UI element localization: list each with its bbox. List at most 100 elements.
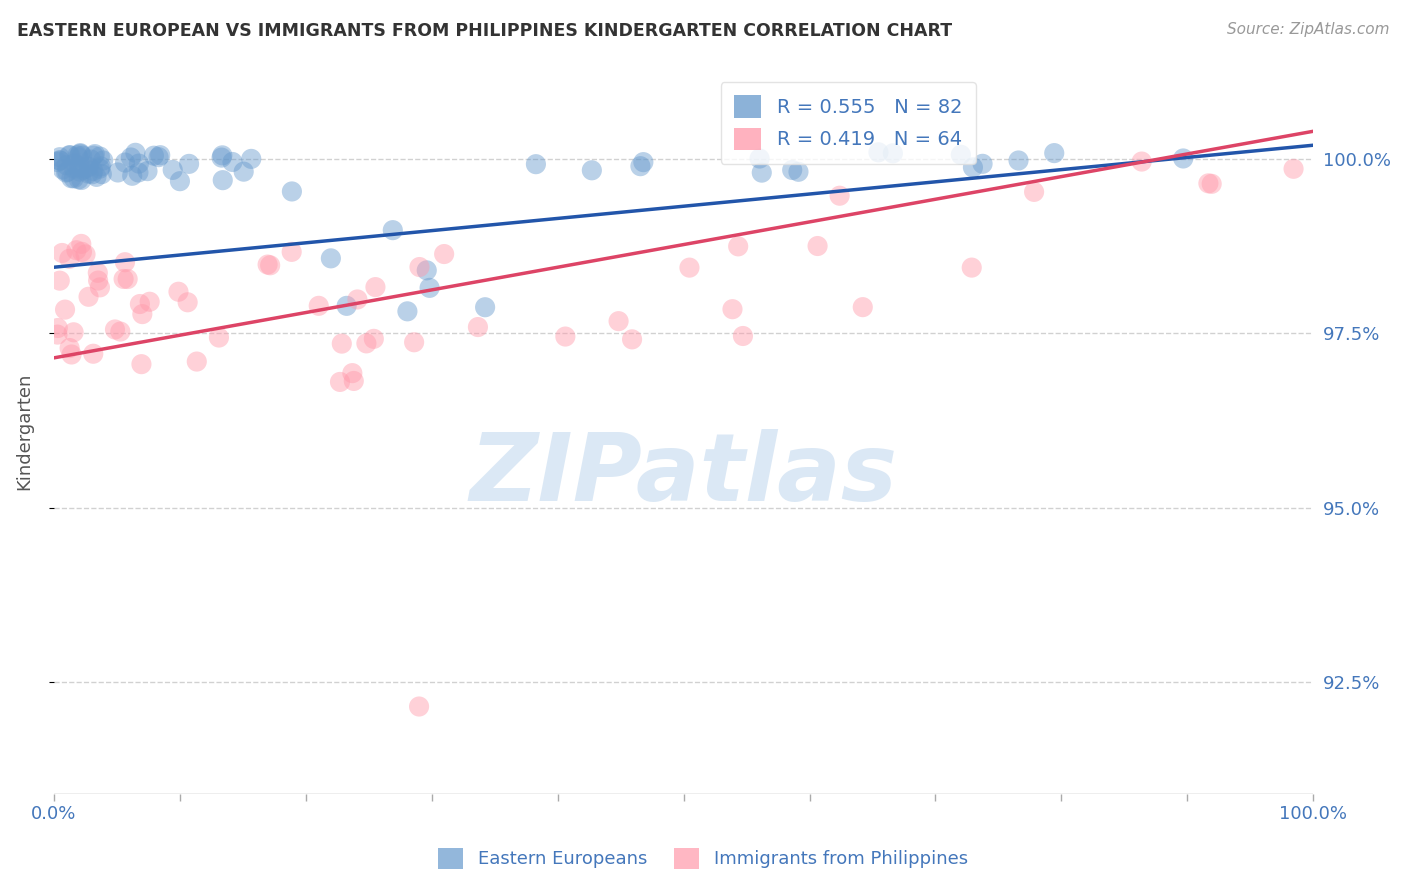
Point xyxy=(55,158,77,172)
Point xyxy=(1007,153,1029,168)
Point xyxy=(581,163,603,178)
Point xyxy=(60,171,83,186)
Point xyxy=(89,149,111,163)
Point xyxy=(83,148,105,162)
Point xyxy=(117,272,139,286)
Point xyxy=(72,163,94,178)
Point xyxy=(77,290,100,304)
Point xyxy=(82,347,104,361)
Point xyxy=(142,149,165,163)
Point xyxy=(330,336,353,351)
Point xyxy=(53,302,76,317)
Point xyxy=(727,239,749,253)
Point xyxy=(82,167,104,181)
Point xyxy=(346,293,368,307)
Point xyxy=(621,332,644,346)
Point xyxy=(221,155,243,169)
Point xyxy=(114,255,136,269)
Point xyxy=(149,148,172,162)
Point xyxy=(87,266,110,280)
Point xyxy=(70,148,93,162)
Point xyxy=(404,335,426,350)
Point xyxy=(256,258,278,272)
Point xyxy=(90,167,112,181)
Point xyxy=(127,165,149,179)
Point xyxy=(281,185,304,199)
Point xyxy=(1130,154,1153,169)
Point xyxy=(70,244,93,259)
Point xyxy=(77,160,100,174)
Point xyxy=(63,156,86,170)
Point xyxy=(49,274,72,288)
Point xyxy=(58,252,80,266)
Point xyxy=(66,148,89,162)
Point xyxy=(59,341,82,355)
Point xyxy=(186,354,208,368)
Point xyxy=(77,167,100,181)
Point xyxy=(787,165,810,179)
Point xyxy=(91,153,114,168)
Point xyxy=(55,165,77,179)
Point xyxy=(972,157,994,171)
Point xyxy=(308,299,330,313)
Point xyxy=(87,274,110,288)
Point xyxy=(148,150,170,164)
Point xyxy=(232,164,254,178)
Point xyxy=(52,162,75,177)
Point xyxy=(336,299,359,313)
Point xyxy=(1022,185,1045,199)
Point xyxy=(419,281,441,295)
Point xyxy=(259,258,281,272)
Point xyxy=(780,163,803,178)
Point xyxy=(89,161,111,176)
Point xyxy=(49,150,72,164)
Point xyxy=(58,148,80,162)
Point xyxy=(343,374,366,388)
Point xyxy=(1201,177,1223,191)
Text: ZIPatlas: ZIPatlas xyxy=(470,429,897,521)
Point xyxy=(960,260,983,275)
Point xyxy=(51,246,73,260)
Point xyxy=(176,295,198,310)
Point xyxy=(138,294,160,309)
Point xyxy=(868,145,890,160)
Point xyxy=(748,152,770,166)
Point xyxy=(381,223,404,237)
Point xyxy=(70,173,93,187)
Point xyxy=(852,300,875,314)
Point xyxy=(69,147,91,161)
Point xyxy=(474,300,496,314)
Point xyxy=(280,244,302,259)
Point xyxy=(356,336,378,351)
Point xyxy=(67,172,90,186)
Point xyxy=(63,161,86,176)
Point xyxy=(66,150,89,164)
Point xyxy=(211,173,233,187)
Point xyxy=(114,155,136,169)
Point xyxy=(962,161,984,175)
Point xyxy=(524,157,547,171)
Point xyxy=(110,325,132,339)
Point xyxy=(75,247,97,261)
Point xyxy=(177,157,200,171)
Point xyxy=(90,160,112,174)
Point xyxy=(121,169,143,183)
Point xyxy=(751,166,773,180)
Legend: R = 0.555   N = 82, R = 0.419   N = 64: R = 0.555 N = 82, R = 0.419 N = 64 xyxy=(721,82,976,164)
Point xyxy=(131,357,153,371)
Point xyxy=(949,148,972,162)
Point xyxy=(628,159,651,173)
Point xyxy=(75,161,97,176)
Point xyxy=(49,153,72,168)
Point xyxy=(48,153,70,168)
Point xyxy=(342,366,364,380)
Point xyxy=(607,314,630,328)
Point xyxy=(46,155,69,169)
Point xyxy=(46,321,69,335)
Point xyxy=(1197,177,1219,191)
Point xyxy=(364,280,387,294)
Point xyxy=(882,146,904,161)
Point xyxy=(433,247,456,261)
Point xyxy=(806,239,828,253)
Point xyxy=(554,329,576,343)
